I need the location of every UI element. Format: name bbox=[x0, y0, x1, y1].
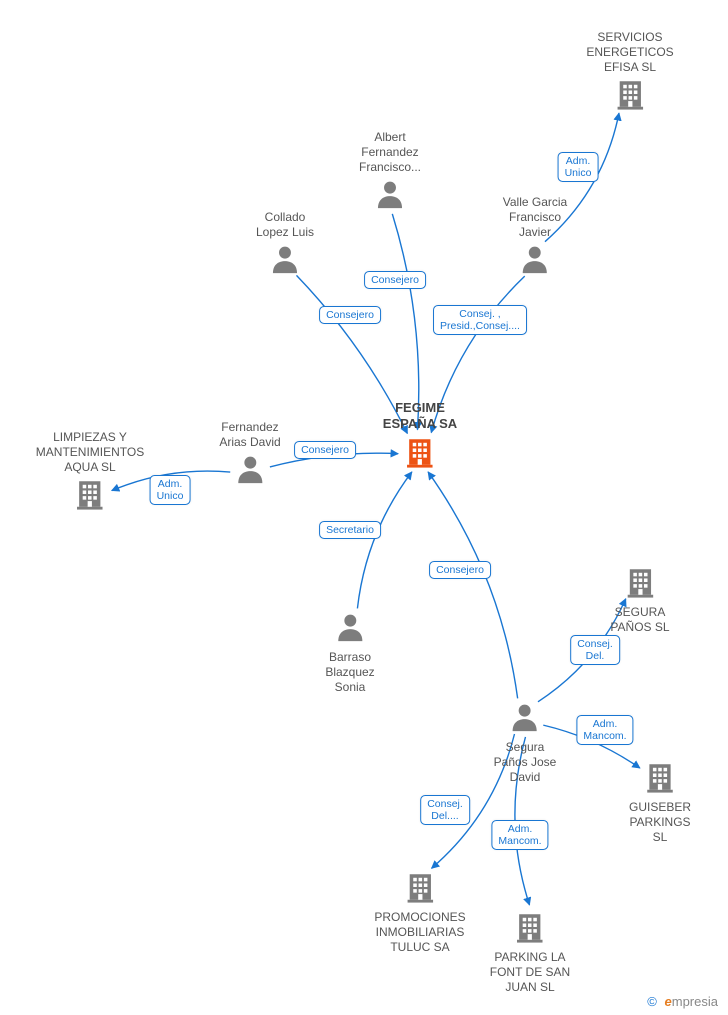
node-label: SERVICIOS ENERGETICOS EFISA SL bbox=[586, 30, 673, 75]
company-node-tuluc[interactable]: PROMOCIONES INMOBILIARIAS TULUC SA bbox=[374, 870, 465, 955]
company-node-parking[interactable]: PARKING LA FONT DE SAN JUAN SL bbox=[490, 910, 570, 995]
node-label: PARKING LA FONT DE SAN JUAN SL bbox=[490, 950, 570, 995]
edge-label[interactable]: Consej. ,Presid.,Consej.... bbox=[433, 305, 527, 335]
person-node-collado[interactable]: Collado Lopez Luis bbox=[256, 210, 314, 280]
node-label: LIMPIEZAS Y MANTENIMIENTOS AQUA SL bbox=[36, 430, 144, 475]
edge-label[interactable]: Consej.Del.... bbox=[420, 795, 470, 825]
edge-label[interactable]: Consejero bbox=[319, 306, 381, 324]
person-icon bbox=[359, 177, 421, 215]
company-node-aqua[interactable]: LIMPIEZAS Y MANTENIMIENTOS AQUA SL bbox=[36, 430, 144, 515]
building-icon bbox=[374, 870, 465, 908]
footer-credit: © empresia bbox=[647, 994, 718, 1009]
copyright-symbol: © bbox=[647, 994, 657, 1009]
edge-label[interactable]: Adm.Unico bbox=[150, 475, 191, 505]
node-label: PROMOCIONES INMOBILIARIAS TULUC SA bbox=[374, 910, 465, 955]
node-label: FEGIME ESPAÑA SA bbox=[383, 400, 457, 433]
edge-label[interactable]: Adm.Mancom. bbox=[491, 820, 548, 850]
node-label: Fernandez Arias David bbox=[219, 420, 280, 450]
brand-rest: mpresia bbox=[672, 994, 718, 1009]
building-icon bbox=[383, 435, 457, 473]
node-label: SEGURA PAÑOS SL bbox=[610, 605, 669, 635]
person-icon bbox=[219, 452, 280, 490]
person-icon bbox=[503, 242, 567, 280]
edge-segura-fegime bbox=[428, 472, 518, 698]
edge-barraso-fegime bbox=[357, 472, 411, 608]
edge-label[interactable]: Adm.Unico bbox=[558, 152, 599, 182]
edge-label[interactable]: Consejero bbox=[294, 441, 356, 459]
node-label: GUISEBER PARKINGS SL bbox=[626, 800, 694, 845]
edge-albert-fegime bbox=[392, 214, 418, 430]
edge-label[interactable]: Adm.Mancom. bbox=[576, 715, 633, 745]
person-node-barraso[interactable]: Barraso Blazquez Sonia bbox=[325, 610, 374, 695]
company-node-guiseber[interactable]: GUISEBER PARKINGS SL bbox=[626, 760, 694, 845]
company-node-segurap[interactable]: SEGURA PAÑOS SL bbox=[610, 565, 669, 635]
person-icon bbox=[494, 700, 557, 738]
edge-label[interactable]: Consejero bbox=[429, 561, 491, 579]
company-node-fegime[interactable]: FEGIME ESPAÑA SA bbox=[383, 400, 457, 473]
company-node-efisa[interactable]: SERVICIOS ENERGETICOS EFISA SL bbox=[586, 30, 673, 115]
person-node-segura[interactable]: Segura Paños Jose David bbox=[494, 700, 557, 785]
building-icon bbox=[586, 77, 673, 115]
person-icon bbox=[256, 242, 314, 280]
node-label: Albert Fernandez Francisco... bbox=[359, 130, 421, 175]
edge-label[interactable]: Secretario bbox=[319, 521, 381, 539]
building-icon bbox=[36, 477, 144, 515]
edge-label[interactable]: Consej.Del. bbox=[570, 635, 620, 665]
node-label: Segura Paños Jose David bbox=[494, 740, 557, 785]
node-label: Collado Lopez Luis bbox=[256, 210, 314, 240]
person-icon bbox=[325, 610, 374, 648]
building-icon bbox=[626, 760, 694, 798]
building-icon bbox=[490, 910, 570, 948]
person-node-farias[interactable]: Fernandez Arias David bbox=[219, 420, 280, 490]
edge-label[interactable]: Consejero bbox=[364, 271, 426, 289]
node-label: Barraso Blazquez Sonia bbox=[325, 650, 374, 695]
brand-e: e bbox=[665, 994, 672, 1009]
person-node-valle[interactable]: Valle Garcia Francisco Javier bbox=[503, 195, 567, 280]
building-icon bbox=[610, 565, 669, 603]
person-node-albert[interactable]: Albert Fernandez Francisco... bbox=[359, 130, 421, 215]
node-label: Valle Garcia Francisco Javier bbox=[503, 195, 567, 240]
